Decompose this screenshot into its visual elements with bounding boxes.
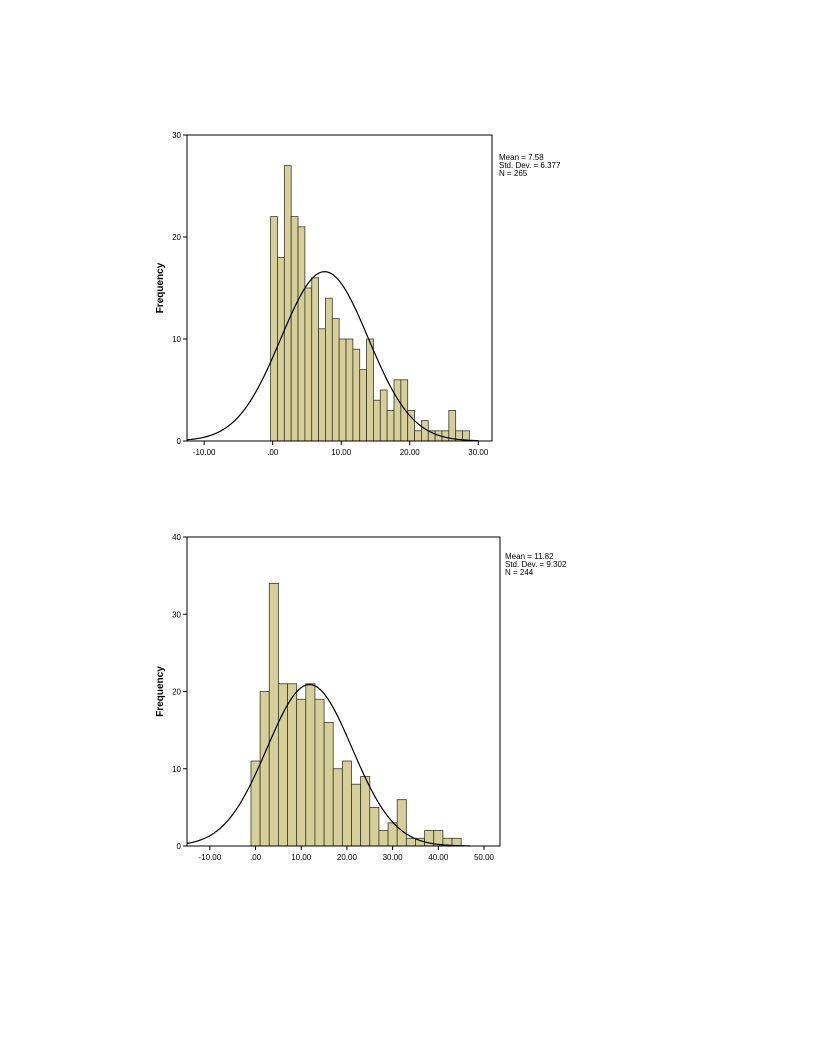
y-tick-label: 40 (172, 533, 181, 542)
histogram-chart-1: -10.00 .00 10.00 20.00 30.00 0 10 20 30 Frequency (155, 131, 493, 457)
stat-mean: Mean = 11.82 (505, 552, 554, 561)
x-tick-label: 50.00 (474, 853, 495, 862)
histogram-bar (451, 837, 462, 847)
y-tick-label: 30 (172, 131, 181, 140)
x-tick-label: .00 (250, 853, 262, 862)
histogram-bar (270, 216, 278, 442)
histogram-bar (379, 389, 388, 442)
x-tick-label: 30.00 (468, 448, 489, 457)
y-tick-label: 20 (172, 688, 181, 697)
histogram-bar (386, 409, 395, 442)
histogram-bar (341, 760, 352, 847)
histogram-bar (373, 399, 381, 442)
histogram-bar (351, 783, 362, 847)
x-tick-label: .00 (267, 448, 279, 457)
histogram-bar (296, 698, 307, 847)
histogram-bar (259, 691, 270, 847)
histogram-bar (414, 430, 422, 442)
histogram-bar (400, 379, 409, 442)
stat-std-dev: Std. Dev. = 9.302 (505, 560, 567, 569)
histogram-bar (314, 698, 325, 847)
histogram-bar (366, 338, 374, 442)
x-tick-label: 30.00 (383, 853, 404, 862)
histogram-bar (305, 683, 316, 847)
normal-curve (186, 271, 479, 442)
histogram-bar (378, 830, 389, 847)
histogram-bar (318, 328, 326, 442)
histogram-bar (325, 297, 333, 442)
stat-mean: Mean = 7.58 (499, 153, 544, 162)
x-tick-label: 10.00 (331, 448, 352, 457)
y-tick-label: 30 (172, 610, 181, 619)
histogram-bar (331, 318, 340, 442)
histogram-bar (311, 277, 319, 442)
y-tick-label: 0 (177, 437, 182, 446)
y-axis-label: Frequency (155, 666, 166, 717)
x-tick-label: 20.00 (400, 448, 421, 457)
histogram-bar (277, 256, 285, 442)
histogram-bar (338, 338, 347, 442)
x-tick-label: -10.00 (199, 853, 222, 862)
histogram-bar (268, 582, 279, 847)
histogram-bar (360, 776, 371, 847)
histogram-bar (323, 722, 334, 847)
histogram-bar (359, 369, 367, 442)
histogram-bar (290, 216, 299, 442)
statistics-legend-2: Mean = 11.82 Std. Dev. = 9.302 N = 244 (505, 553, 566, 577)
plot-frame (186, 134, 493, 442)
histogram-chart-2: -10.00 .00 10.00 20.00 30.00 40.00 50.00 0 10 20 3… (155, 533, 501, 862)
histogram-bar (345, 338, 354, 442)
x-tick-label: 10.00 (291, 853, 312, 862)
histogram-bar (393, 379, 402, 442)
histogram-bar (304, 287, 313, 442)
histogram-bar (387, 822, 398, 847)
x-tick-label: 20.00 (337, 853, 358, 862)
stat-std-dev: Std. Dev. = 6.377 (499, 161, 561, 170)
stat-n: N = 244 (505, 568, 534, 577)
x-tick-label: 40.00 (428, 853, 449, 862)
histogram-bar (297, 226, 306, 442)
histogram-bar (352, 348, 361, 442)
stat-n: N = 265 (499, 169, 528, 178)
histogram-bar (283, 165, 292, 442)
histogram-bar (287, 683, 298, 847)
normal-curve (186, 683, 471, 847)
y-tick-label: 10 (172, 335, 181, 344)
histogram-bar (405, 837, 416, 847)
x-tick-label: -10.00 (193, 448, 216, 457)
y-tick-label: 10 (172, 765, 181, 774)
statistics-legend-1: Mean = 7.58 Std. Dev. = 6.377 N = 265 (499, 154, 560, 178)
histogram-bar (369, 806, 380, 847)
histogram-bar (448, 409, 457, 442)
y-tick-label: 0 (177, 842, 182, 851)
y-tick-label: 20 (172, 233, 181, 242)
y-axis-label: Frequency (155, 262, 166, 313)
histogram-bar (332, 768, 343, 847)
histogram-bar (396, 799, 407, 847)
histogram-bar (441, 430, 450, 442)
